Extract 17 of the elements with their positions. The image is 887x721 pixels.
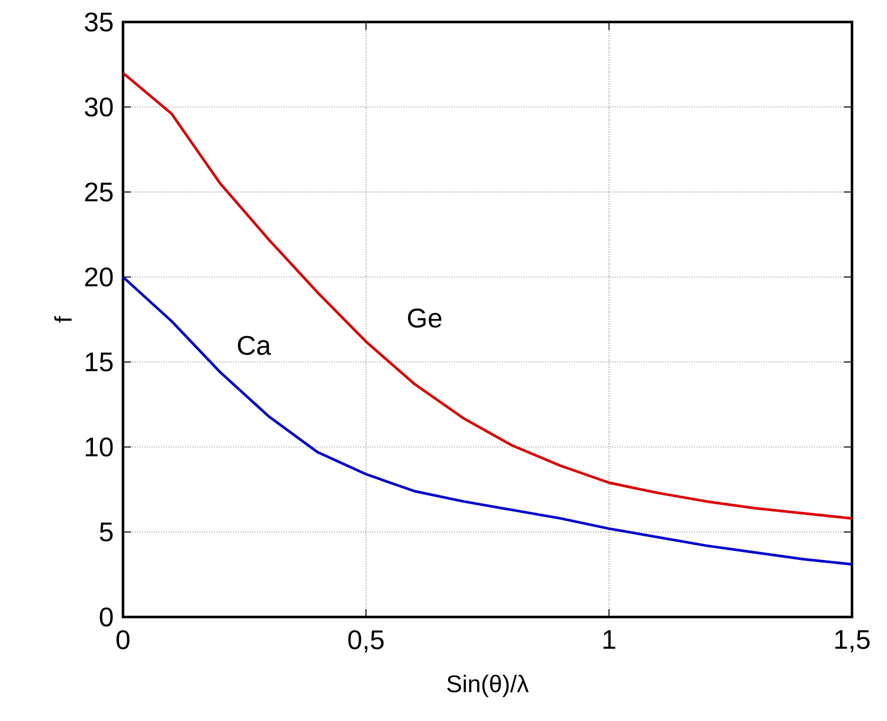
x-tick-label: 0 bbox=[116, 630, 130, 650]
y-tick-label: 35 bbox=[84, 12, 113, 32]
y-tick-label: 10 bbox=[86, 437, 113, 457]
series-label: Ge bbox=[408, 308, 442, 328]
y-tick-label: 5 bbox=[100, 522, 113, 542]
line-series bbox=[123, 72, 852, 520]
series-label: Ca bbox=[238, 336, 272, 355]
x-tick-label: 1 bbox=[604, 630, 616, 649]
y-tick-label: 15 bbox=[86, 352, 113, 372]
x-tick-label: 1,5 bbox=[835, 630, 870, 652]
y-tick-label: 30 bbox=[84, 97, 113, 117]
y-tick-label: 0 bbox=[100, 607, 113, 627]
y-tick-label: 25 bbox=[85, 182, 113, 202]
y-axis-title: f bbox=[54, 316, 72, 322]
x-axis-title: Sin(θ)/λ bbox=[447, 674, 529, 698]
x-tick-label: 0,5 bbox=[348, 630, 384, 653]
y-tick-label: 20 bbox=[85, 267, 113, 287]
